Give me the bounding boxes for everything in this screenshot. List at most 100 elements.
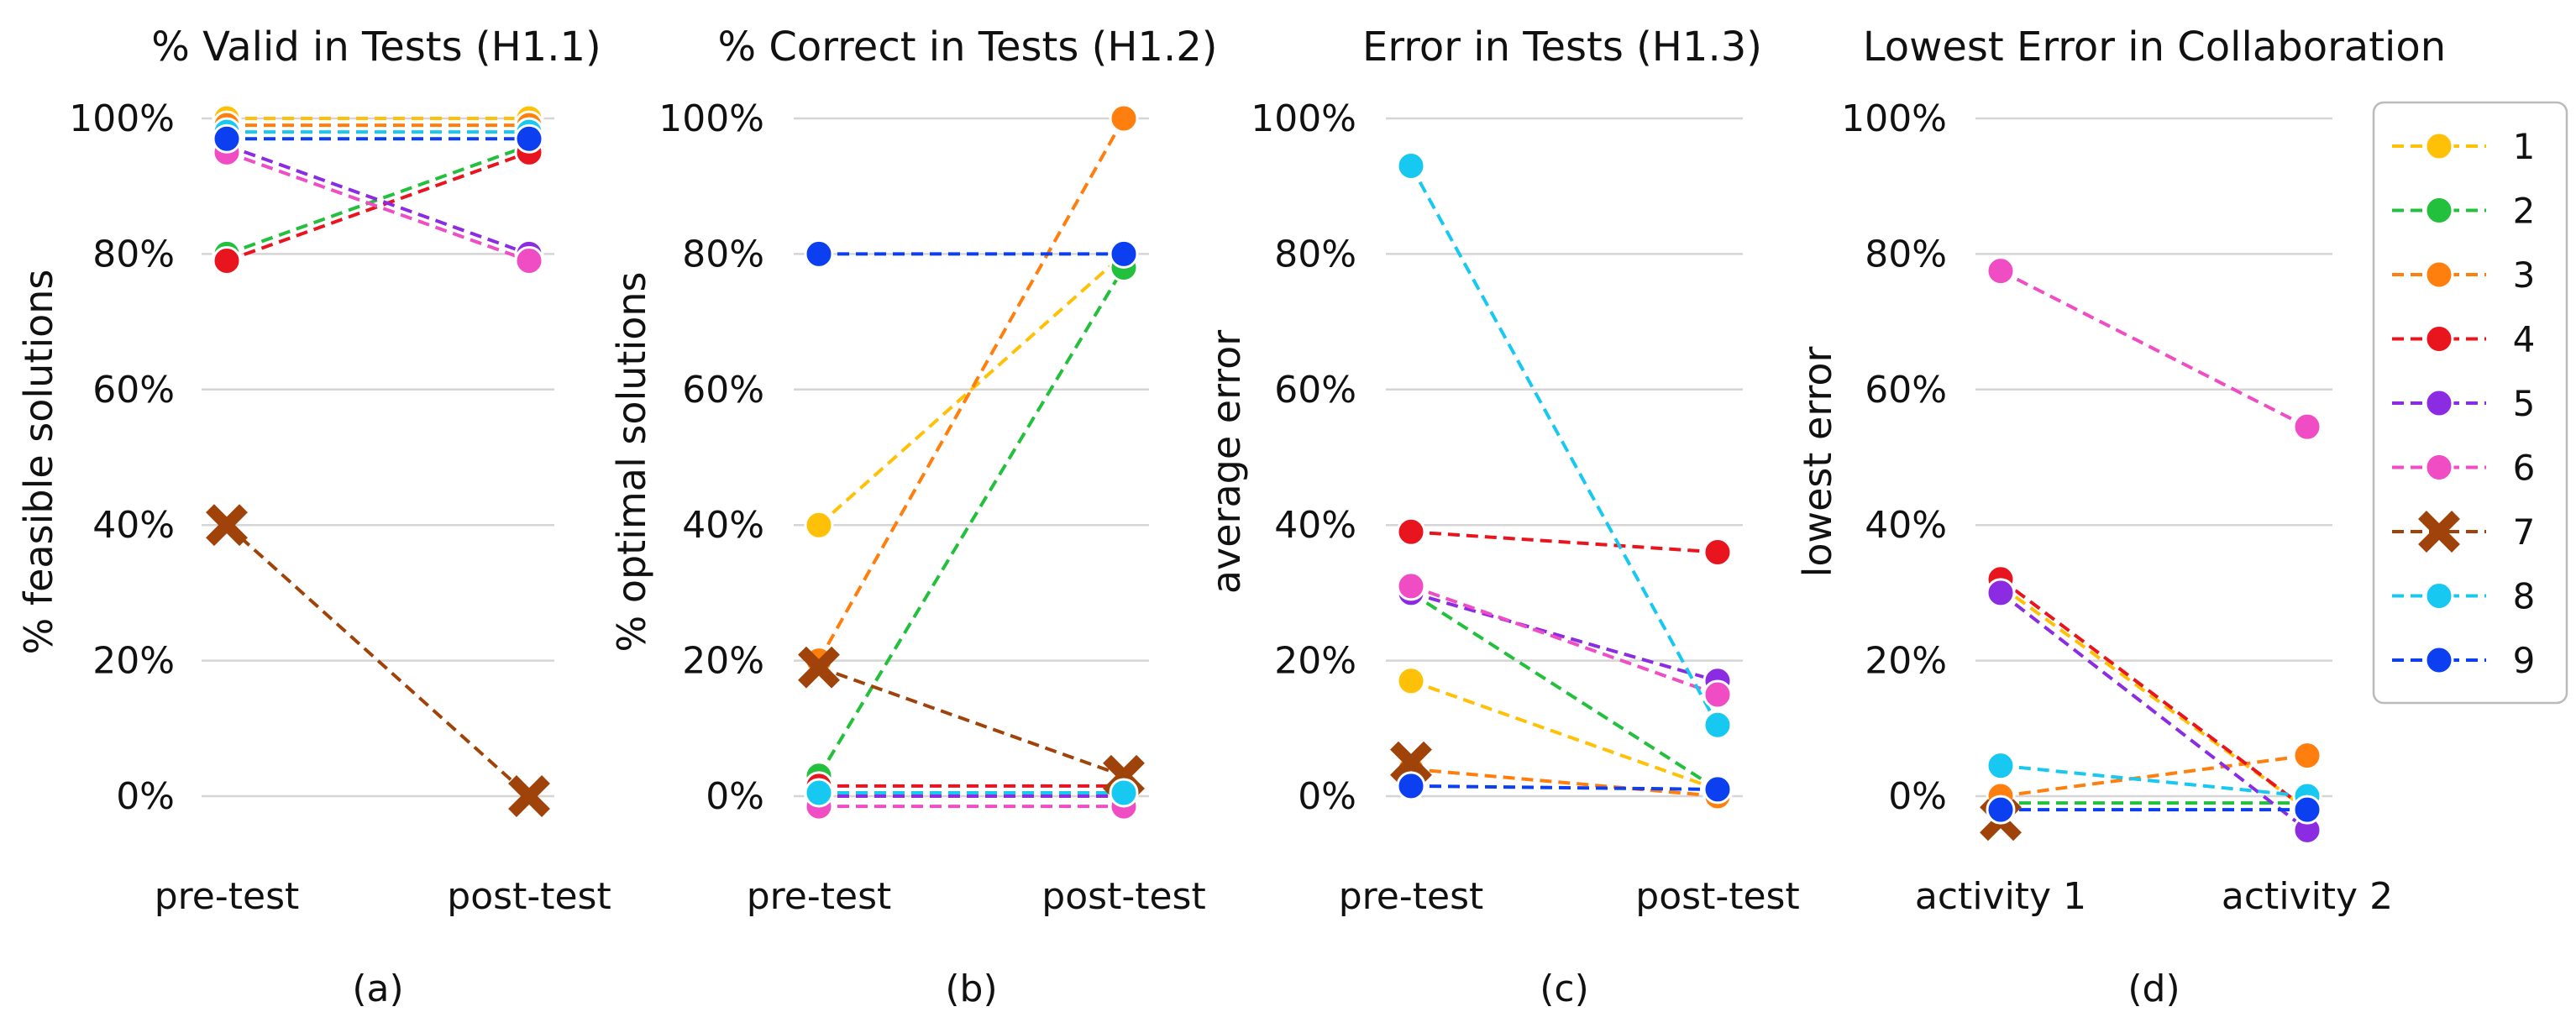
data-point [804, 239, 834, 269]
data-point [206, 504, 248, 547]
legend-marker [2424, 324, 2454, 354]
data-point [212, 245, 242, 275]
chart-title: % Correct in Tests (H1.2) [717, 24, 1217, 71]
legend: 1 2 3 4 5 6 7 8 9 [2372, 101, 2568, 705]
y-tick-label: 80% [1274, 233, 1356, 275]
legend-marker [2424, 388, 2454, 418]
chart-title: % Valid in Tests (H1.1) [151, 24, 601, 71]
y-tick-label: 40% [682, 504, 764, 547]
data-point [1109, 778, 1139, 808]
series-line-5 [1999, 591, 2309, 831]
x-tick-label: pre-test [1339, 875, 1484, 918]
series-line-3 [817, 118, 1125, 662]
data-point [1986, 794, 2016, 825]
y-tick-label: 60% [682, 369, 764, 412]
x-tick-label: post-test [447, 875, 611, 918]
data-point [1109, 239, 1139, 269]
legend-label: 6 [2513, 448, 2536, 489]
data-point [1396, 666, 1426, 696]
series-lines [1409, 165, 1719, 798]
legend-item: 9 [2392, 640, 2535, 681]
legend-label: 4 [2513, 319, 2536, 360]
y-tick-label: 60% [1274, 369, 1356, 412]
series-line-6 [226, 150, 530, 263]
y-tick-label: 80% [92, 233, 175, 275]
series-line-7 [818, 665, 1125, 778]
data-point [804, 510, 834, 540]
chart-title: Lowest Error in Collaboration [1863, 24, 2446, 71]
data-point [1986, 256, 2016, 286]
series-lines [817, 118, 1125, 809]
series-line-8 [2000, 763, 2308, 798]
series-line-2 [817, 266, 1125, 777]
legend-item: 5 [2392, 383, 2535, 424]
data-point [514, 245, 544, 275]
legend-item: 6 [2392, 448, 2535, 489]
y-tick-label: 0% [116, 775, 175, 818]
series-line-9 [1410, 784, 1718, 791]
legend-item: 3 [2392, 254, 2535, 296]
y-tick-label: 100% [658, 97, 764, 140]
y-axis-label: % optimal solutions [609, 271, 654, 652]
y-tick-label: 20% [92, 640, 175, 683]
y-axis-label: average error [1204, 330, 1249, 594]
data-point [1702, 710, 1733, 740]
data-point [1396, 571, 1426, 601]
legend-marker-x [2418, 511, 2460, 553]
subfigure-label: (d) [2127, 967, 2180, 1010]
legend-marker [2424, 581, 2454, 611]
x-tick-label: post-test [1041, 875, 1205, 918]
subfigure-label: (a) [352, 967, 403, 1010]
series-markers [1390, 150, 1733, 811]
legend-label: 9 [2513, 640, 2536, 681]
legend-marker [2424, 131, 2454, 161]
chart-title: Error in Tests (H1.3) [1362, 24, 1762, 71]
series-line-5 [1410, 590, 1718, 683]
data-point [1396, 516, 1426, 547]
legend-item: 8 [2392, 576, 2535, 617]
y-tick-label: 60% [92, 369, 175, 412]
y-tick-label: 100% [1841, 97, 1947, 140]
subfigure-label: (c) [1540, 967, 1589, 1010]
legend-label: 1 [2513, 126, 2536, 167]
y-tick-label: 40% [1274, 504, 1356, 547]
y-tick-label: 40% [92, 504, 175, 547]
data-point [1109, 103, 1139, 134]
legend-marker [2424, 645, 2454, 675]
x-tick-label: activity 1 [1915, 875, 2086, 918]
data-point [798, 646, 840, 689]
series-line-4 [1410, 530, 1718, 554]
legend-marker [2424, 453, 2454, 482]
series-line-4 [226, 150, 530, 263]
legend-label: 5 [2513, 383, 2536, 424]
legend-label: 2 [2513, 191, 2536, 232]
y-tick-label: 80% [682, 233, 764, 275]
series-lines [1999, 269, 2309, 831]
chart-panel-4: 0% 20% 40% 60% 80% 100% Lowest Error in Collab… [1795, 24, 2446, 1010]
y-tick-label: 20% [682, 640, 764, 683]
series-line-2 [226, 144, 530, 256]
data-point [1702, 774, 1733, 805]
legend-label: 8 [2513, 576, 2536, 617]
y-tick-label: 60% [1865, 369, 1947, 412]
data-point [1702, 537, 1733, 567]
data-point [804, 778, 834, 808]
legend-marker [2424, 196, 2454, 225]
series-line-6 [2000, 269, 2308, 428]
y-tick-label: 0% [1298, 775, 1356, 818]
legend-label: 3 [2513, 254, 2536, 296]
data-point [1396, 150, 1426, 181]
series-lines [225, 117, 531, 798]
series-markers [1980, 256, 2322, 845]
y-tick-label: 80% [1865, 233, 1947, 275]
legend-item: 4 [2392, 319, 2535, 360]
y-tick-label: 40% [1865, 504, 1947, 547]
series-markers [206, 103, 550, 817]
data-point [2292, 794, 2322, 825]
series-line-5 [226, 144, 530, 256]
series-line-4 [1999, 578, 2309, 811]
data-point [212, 123, 242, 154]
data-point [514, 123, 544, 154]
y-tick-label: 20% [1865, 640, 1947, 683]
